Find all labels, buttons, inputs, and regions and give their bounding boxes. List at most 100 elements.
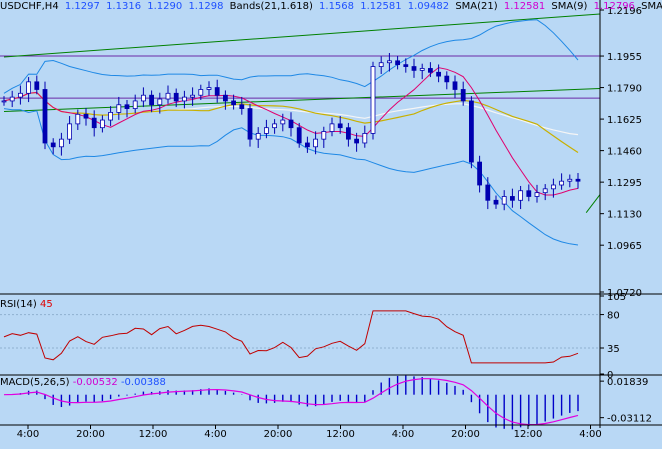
price-tick-label: 1.1625 bbox=[607, 115, 642, 126]
macd-signal-line bbox=[3, 378, 579, 426]
rsi-panel bbox=[0, 310, 600, 364]
candle-body bbox=[206, 87, 212, 90]
candle-body bbox=[247, 108, 253, 140]
bands-lower: 1.09482 bbox=[407, 1, 450, 12]
candle-body bbox=[100, 119, 105, 129]
candle-body bbox=[157, 98, 163, 106]
sma9-label: SMA(9) bbox=[551, 1, 588, 12]
candle-body bbox=[190, 94, 196, 98]
candle-body bbox=[354, 138, 360, 144]
candle-body bbox=[370, 66, 376, 134]
candle-body bbox=[403, 64, 409, 67]
candle-body bbox=[551, 184, 556, 190]
candle-body bbox=[222, 94, 228, 102]
candle-body bbox=[272, 123, 278, 129]
sma21-value: 1.12581 bbox=[503, 1, 546, 12]
rsi-label: RSI(14) bbox=[0, 299, 37, 310]
candle-body bbox=[526, 190, 532, 197]
axes: 1.2196 1.1955 1.1790 1.1625 1.1460 1.1295 1.11… bbox=[0, 0, 662, 440]
candle-body bbox=[452, 81, 458, 90]
candle-body bbox=[280, 119, 286, 125]
candle-body bbox=[477, 161, 483, 186]
candle-body bbox=[444, 75, 450, 83]
candle-body bbox=[411, 66, 417, 71]
rsi-line bbox=[3, 310, 579, 364]
candle-body bbox=[108, 112, 113, 121]
macd-tick-label: 0.01839 bbox=[607, 377, 648, 388]
candle-body bbox=[436, 71, 442, 77]
candle-body bbox=[165, 92, 171, 100]
candle-body bbox=[140, 94, 146, 102]
time-tick-label: 4:00 bbox=[392, 429, 414, 440]
candle-body bbox=[460, 89, 466, 102]
price-tick-label: 1.2196 bbox=[607, 6, 642, 17]
candle-body bbox=[26, 81, 32, 94]
bands-upper: 1.1568 bbox=[319, 1, 355, 12]
candle-body bbox=[91, 117, 97, 129]
candle-body bbox=[427, 68, 433, 73]
candle-body bbox=[542, 188, 548, 194]
candle-body bbox=[9, 96, 15, 102]
rsi-tick-label: 35 bbox=[607, 344, 620, 355]
macd-panel bbox=[3, 375, 579, 430]
rsi-header: RSI(14) 45 bbox=[0, 299, 53, 311]
price-tick-label: 1.1460 bbox=[607, 147, 642, 158]
candle-body bbox=[559, 180, 564, 186]
candle-body bbox=[485, 184, 491, 201]
lower-channel-trendline bbox=[3, 88, 601, 112]
price-tick-label: 1.0720 bbox=[607, 288, 642, 299]
sma21-line bbox=[3, 91, 579, 154]
ohlc-open: 1.1297 bbox=[64, 1, 100, 12]
candle-body bbox=[362, 133, 368, 144]
time-tick-label: 4:00 bbox=[204, 429, 226, 440]
time-tick-label: 20:00 bbox=[264, 429, 293, 440]
rsi-value: 45 bbox=[39, 299, 53, 310]
time-tick-label: 12:00 bbox=[514, 429, 543, 440]
macd-tick-label: -0.03112 bbox=[607, 414, 652, 425]
time-tick-label: 4:00 bbox=[17, 429, 39, 440]
candle-body bbox=[83, 113, 89, 119]
candle-body bbox=[345, 127, 351, 140]
candle-body bbox=[509, 196, 515, 201]
price-tick-label: 1.1295 bbox=[607, 178, 642, 189]
time-tick-label: 4:00 bbox=[579, 429, 601, 440]
bands-label: Bands(21,1.618) bbox=[229, 1, 313, 12]
sma9-value: 1.12796 bbox=[593, 1, 635, 12]
ohlc-high: 1.1316 bbox=[106, 1, 142, 12]
support-trendline bbox=[585, 194, 601, 214]
candle-body bbox=[17, 92, 23, 98]
rsi-tick-label: 105 bbox=[607, 292, 626, 303]
time-tick-label: 12:00 bbox=[139, 429, 168, 440]
time-tick-label: 12:00 bbox=[326, 429, 355, 440]
price-panel bbox=[0, 13, 601, 246]
candle-body bbox=[67, 123, 72, 140]
candle-body bbox=[518, 190, 523, 201]
candle-body bbox=[231, 100, 237, 106]
candle-body bbox=[75, 113, 81, 125]
candle-body bbox=[116, 104, 122, 113]
candle-body bbox=[1, 100, 7, 103]
rsi-tick-label: 0 bbox=[607, 370, 613, 381]
candle-body bbox=[337, 123, 343, 129]
upper-channel-trendline bbox=[3, 13, 601, 58]
candle-body bbox=[501, 196, 507, 205]
rsi-tick-label: 80 bbox=[607, 311, 620, 322]
candle-body bbox=[493, 199, 499, 205]
macd-label: MACD(5,26,5) bbox=[0, 377, 70, 388]
price-tick-label: 1.1955 bbox=[607, 52, 642, 63]
bands-mid: 1.12581 bbox=[360, 1, 402, 12]
candle-body bbox=[419, 68, 425, 71]
candle-body bbox=[255, 133, 261, 140]
candle-body bbox=[468, 100, 474, 163]
candle-body bbox=[214, 87, 220, 96]
macd-value-signal: -0.00388 bbox=[120, 377, 166, 388]
macd-header: MACD(5,26,5) -0.00532 -0.00388 bbox=[0, 377, 166, 389]
candle-body bbox=[321, 131, 327, 140]
macd-value-main: -0.00532 bbox=[72, 377, 118, 388]
candle-body bbox=[296, 127, 302, 144]
candle-body bbox=[34, 81, 40, 90]
candle-body bbox=[386, 60, 392, 64]
candle-body bbox=[575, 178, 581, 182]
price-tick-label: 1.0965 bbox=[607, 241, 642, 252]
